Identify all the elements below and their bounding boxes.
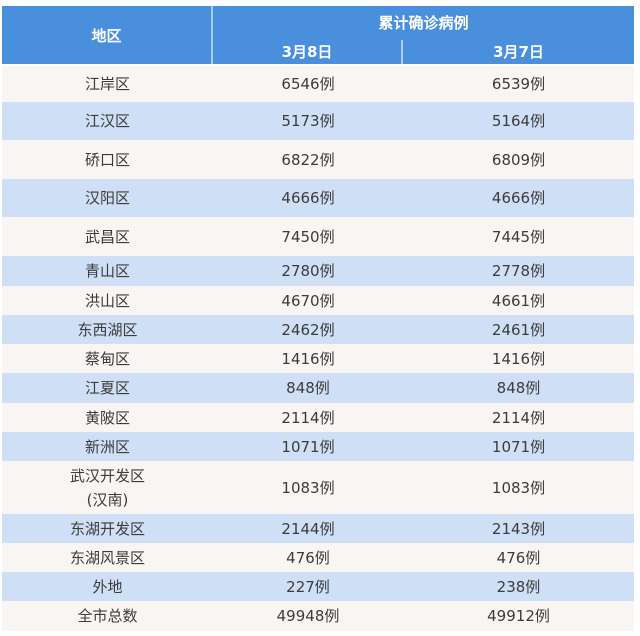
mar7-cell: 2778例 [491, 262, 546, 280]
mar8-cell: 848例 [286, 379, 330, 397]
table-row: 硚口区 6822例 6809例 [2, 140, 634, 179]
region-cell: 硚口区 [84, 150, 130, 169]
mar8-cell: 6822例 [281, 150, 335, 169]
header-date-mar8: 3月8日 [281, 42, 333, 61]
region-cell: 江汉区 [84, 112, 130, 130]
region-cell: 全市总数 [77, 607, 138, 625]
mar8-cell: 227例 [286, 577, 330, 596]
region-cell: 江岸区 [84, 75, 130, 93]
header-gap [2, 64, 634, 66]
table-row: 洪山区 4670例 4661例 [2, 286, 634, 315]
region-name: 武汉开发区 [69, 466, 145, 485]
mar7-cell: 6539例 [491, 75, 546, 93]
mar8-cell: 5173例 [281, 112, 335, 130]
table-row: 东西湖区 2462例 2461例 [2, 315, 634, 344]
mar7-cell: 49912例 [487, 607, 550, 625]
table-row: 东湖风景区 476例 476例 [2, 543, 634, 572]
mar8-cell: 2114例 [281, 408, 335, 427]
mar7-cell: 238例 [496, 577, 541, 596]
table-row: 江夏区 848例 848例 [2, 373, 634, 403]
mar7-cell: 4661例 [491, 291, 546, 310]
mar7-cell: 5164例 [491, 112, 546, 130]
table-row: 新洲区 1071例 1071例 [2, 432, 634, 461]
mar7-cell: 2114例 [491, 408, 546, 427]
region-cell: 新洲区 [84, 437, 130, 456]
mar7-cell: 848例 [496, 379, 541, 397]
region-subname: (汉南) [86, 490, 129, 509]
mar7-cell: 4666例 [491, 189, 546, 207]
mar7-cell: 1083例 [491, 478, 546, 497]
mar7-cell: 7445例 [491, 227, 546, 246]
table-header: 地区 累计确诊病例 3月8日 3月7日 [2, 6, 634, 64]
region-cell: 洪山区 [84, 291, 130, 310]
header-divider [211, 6, 213, 64]
mar7-cell: 2461例 [491, 320, 546, 339]
table-row: 汉阳区 4666例 4666例 [2, 179, 634, 217]
header-subdivider [401, 40, 403, 64]
region-cell: 汉阳区 [84, 189, 130, 207]
table-row: 东湖开发区 2144例 2143例 [2, 514, 634, 543]
mar8-cell: 1071例 [281, 437, 335, 456]
cases-table: 地区 累计确诊病例 3月8日 3月7日 江岸区 6546例 6539例 江汉区 … [2, 6, 634, 631]
table-row: 黄陂区 2114例 2114例 [2, 403, 634, 432]
region-cell: 江夏区 [84, 379, 130, 397]
header-date-mar7: 3月7日 [493, 42, 544, 61]
mar8-cell: 2144例 [281, 519, 335, 538]
table-row-total: 全市总数 49948例 49912例 [2, 601, 634, 631]
header-cumulative-cases: 累计确诊病例 [378, 13, 469, 32]
table-row: 外地 227例 238例 [2, 572, 634, 601]
mar8-cell: 476例 [286, 548, 330, 567]
mar8-cell: 49948例 [276, 607, 340, 625]
table-row: 蔡甸区 1416例 1416例 [2, 344, 634, 373]
region-cell: 东湖开发区 [69, 519, 145, 538]
mar7-cell: 6809例 [491, 150, 546, 169]
region-cell: 东西湖区 [77, 320, 138, 339]
region-cell: 外地 [92, 577, 123, 596]
mar8-cell: 4666例 [281, 189, 335, 207]
region-cell: 青山区 [84, 262, 130, 280]
mar8-cell: 2462例 [281, 320, 335, 339]
table-row: 江汉区 5173例 5164例 [2, 102, 634, 140]
region-cell: 武汉开发区 (汉南) [2, 461, 213, 514]
region-cell: 武昌区 [84, 227, 130, 246]
table-row: 江岸区 6546例 6539例 [2, 66, 634, 102]
mar8-cell: 6546例 [281, 75, 335, 93]
table-row: 青山区 2780例 2778例 [2, 256, 634, 286]
mar8-cell: 1083例 [281, 478, 335, 497]
mar7-cell: 476例 [496, 548, 541, 567]
mar7-cell: 1071例 [491, 437, 546, 456]
region-cell: 黄陂区 [84, 408, 130, 427]
table-row: 武汉开发区 (汉南) 1083例 1083例 [2, 461, 634, 514]
region-cell: 蔡甸区 [84, 349, 130, 368]
mar8-cell: 1416例 [281, 349, 335, 368]
mar8-cell: 2780例 [281, 262, 335, 280]
mar7-cell: 2143例 [491, 519, 546, 538]
mar7-cell: 1416例 [491, 349, 546, 368]
mar8-cell: 7450例 [281, 227, 335, 246]
region-cell: 东湖风景区 [69, 548, 145, 567]
table-row: 武昌区 7450例 7445例 [2, 217, 634, 256]
header-region: 地区 [91, 26, 122, 45]
mar8-cell: 4670例 [281, 291, 335, 310]
